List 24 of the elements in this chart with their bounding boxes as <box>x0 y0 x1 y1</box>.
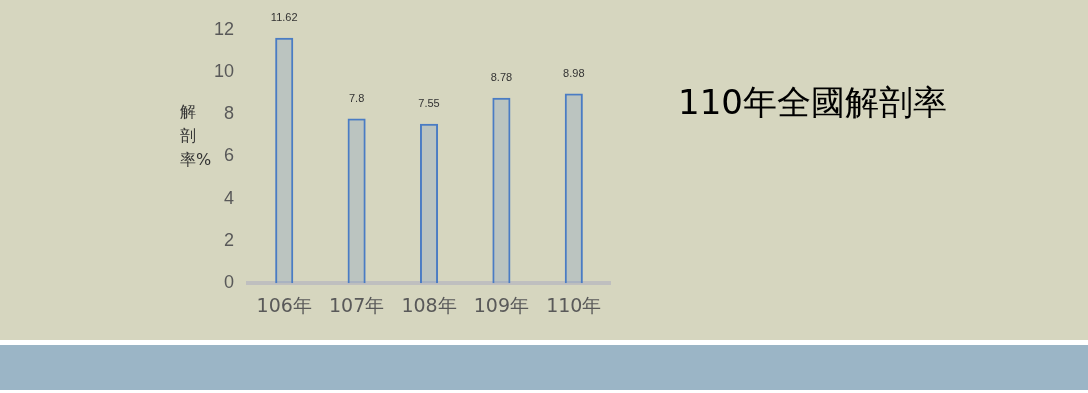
data-label: 11.62 <box>270 11 298 24</box>
data-label: 7.55 <box>418 97 440 110</box>
x-tick-label: 110年 <box>546 293 602 316</box>
data-label: 8.78 <box>490 71 513 84</box>
y-tick-label: 12 <box>213 18 235 39</box>
y-tick-label: 10 <box>213 61 235 81</box>
y-axis-title: 解剖率% <box>180 101 212 171</box>
text: 110年全國解剖率 <box>678 81 947 124</box>
bar <box>419 123 439 284</box>
data-label: 8.98 <box>563 67 585 80</box>
data-label: 7.8 <box>348 92 365 105</box>
x-tick-label: 107年 <box>328 293 385 316</box>
bar <box>492 97 511 284</box>
y-tick-label: 4 <box>224 187 235 208</box>
x-tick-label: 109年 <box>473 293 530 316</box>
bar <box>564 93 583 284</box>
y-tick-label: 0 <box>224 272 235 293</box>
x-tick-label: 106年 <box>256 293 312 316</box>
y-tick-label: 2 <box>224 229 235 250</box>
bar <box>275 37 294 284</box>
y-tick-label: 8 <box>224 103 235 124</box>
x-tick-label: 108年 <box>401 293 457 316</box>
y-tick-label: 6 <box>224 145 235 166</box>
bar <box>347 118 366 284</box>
